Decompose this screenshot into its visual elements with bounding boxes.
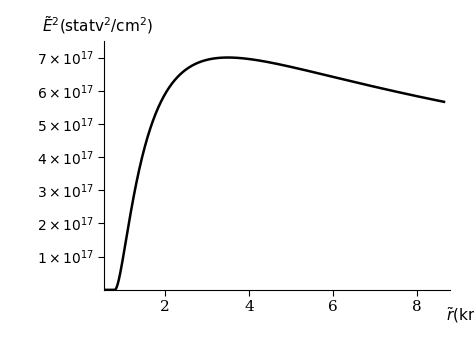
X-axis label: $\tilde{r}(\mathrm{km})$: $\tilde{r}(\mathrm{km})$ <box>447 305 474 325</box>
Text: $\tilde{E}^2(\mathrm{statv}^2/\mathrm{cm}^2)$: $\tilde{E}^2(\mathrm{statv}^2/\mathrm{cm… <box>42 14 153 36</box>
